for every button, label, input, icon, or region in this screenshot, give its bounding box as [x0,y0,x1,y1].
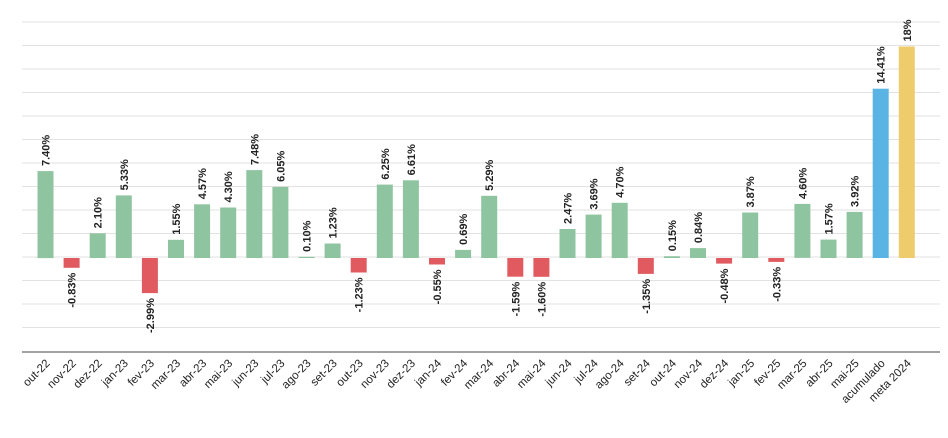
value-label: -1.60% [536,282,548,317]
bar-jan-24 [429,258,445,265]
x-tick-label: dez-22 [71,358,104,391]
bar-mar-23 [168,239,184,258]
bar-fev-25 [768,258,785,262]
x-tick-label: mar-24 [462,357,497,392]
x-tick-label: dez-24 [698,357,732,391]
x-tick-label: mar-25 [775,358,809,392]
value-label: 1.23% [328,207,340,238]
value-labels: 7.40% -0.83% 2.10% 5.33% -2.99% 1.55% 4.57% 4.3… [41,19,914,333]
value-label: 4.60% [797,168,809,199]
x-tick-label: mar-23 [149,358,183,392]
bar-jan-23 [115,195,132,258]
bar-abr-25 [820,239,837,258]
x-tick-label: jan-23 [99,358,131,390]
x-tick-label: jan-24 [412,357,444,389]
bar-abr-23 [194,204,211,258]
x-tick-label: ago-24 [593,357,627,391]
x-tick-label: ago-23 [280,358,314,392]
bar-mai-25 [846,211,863,258]
value-label: 0.69% [458,213,470,244]
bar-out-24 [663,256,680,258]
bar-out-23 [350,258,367,273]
bar-jun-23 [246,170,263,258]
value-label: 1.57% [824,203,836,234]
bar-set-23 [324,243,341,258]
bar-jan-25 [742,212,759,258]
value-label: -1.59% [510,281,522,316]
bar-ago-24 [611,202,628,258]
bar-mai-24 [533,258,550,277]
value-label: 0.15% [667,220,679,251]
bar-jul-23 [272,186,289,258]
value-label: 6.05% [275,151,287,182]
value-label: -1.35% [641,279,653,314]
value-label: -0.55% [432,269,444,304]
value-label: 1.55% [171,203,183,234]
bar-fev-23 [141,258,158,294]
bar-nov-24 [690,248,706,258]
value-label: 0.84% [693,212,705,243]
value-label: 4.30% [223,171,235,202]
x-tick-label: dez-23 [385,358,418,391]
x-tick-label: mai-24 [515,357,549,391]
bar-abr-24 [507,258,524,277]
value-label: -1.23% [354,277,366,312]
value-label: 14.41% [876,46,888,84]
value-label: 2.47% [563,193,575,224]
value-label: 7.48% [249,134,261,165]
value-label: -0.83% [67,273,79,308]
value-label: -0.33% [771,267,783,302]
value-label: 7.40% [41,135,53,166]
x-tick-label: set-24 [622,357,654,389]
x-tick-label: jan-25 [726,358,758,390]
bar-jun-24 [559,229,576,258]
value-label: 5.29% [484,159,496,190]
bar-dez-24 [716,258,733,264]
bar-dez-23 [402,180,419,258]
bar-mar-24 [481,195,498,258]
value-label: -0.48% [719,268,731,303]
bar-nov-23 [376,184,393,258]
bar-out-22 [37,171,54,259]
value-label: 3.92% [850,176,862,207]
x-tick-label: mai-23 [202,358,235,391]
bar-set-24 [637,258,654,274]
value-label: 18% [902,19,914,41]
bar-nov-22 [63,258,80,268]
bar-mai-23 [220,207,237,258]
value-label: 4.70% [615,166,627,197]
x-tick-label: jun-23 [230,358,262,390]
value-label: 5.33% [119,159,131,190]
value-label: 4.57% [197,168,209,199]
bar-ago-23 [298,256,315,258]
value-label: 6.61% [406,144,418,175]
bar-fev-24 [455,249,472,258]
bar-dez-22 [89,233,106,258]
bar-acumulado [872,88,889,258]
value-label: 6.25% [380,148,392,179]
x-tick-labels: out-22nov-22dez-22jan-23fev-23mar-23abr-… [21,357,914,406]
bar-meta 2024 [898,46,915,258]
value-label: 3.87% [745,176,757,207]
value-label: 3.69% [589,178,601,209]
x-tick-label: set-23 [309,358,340,389]
value-label: -2.99% [145,298,157,333]
value-label: 2.10% [93,197,105,228]
value-label: 0.10% [302,220,314,251]
bar-jul-24 [585,214,602,258]
x-tick-label: jun-24 [543,357,575,389]
bars [37,46,915,294]
bar-mar-25 [794,203,811,258]
